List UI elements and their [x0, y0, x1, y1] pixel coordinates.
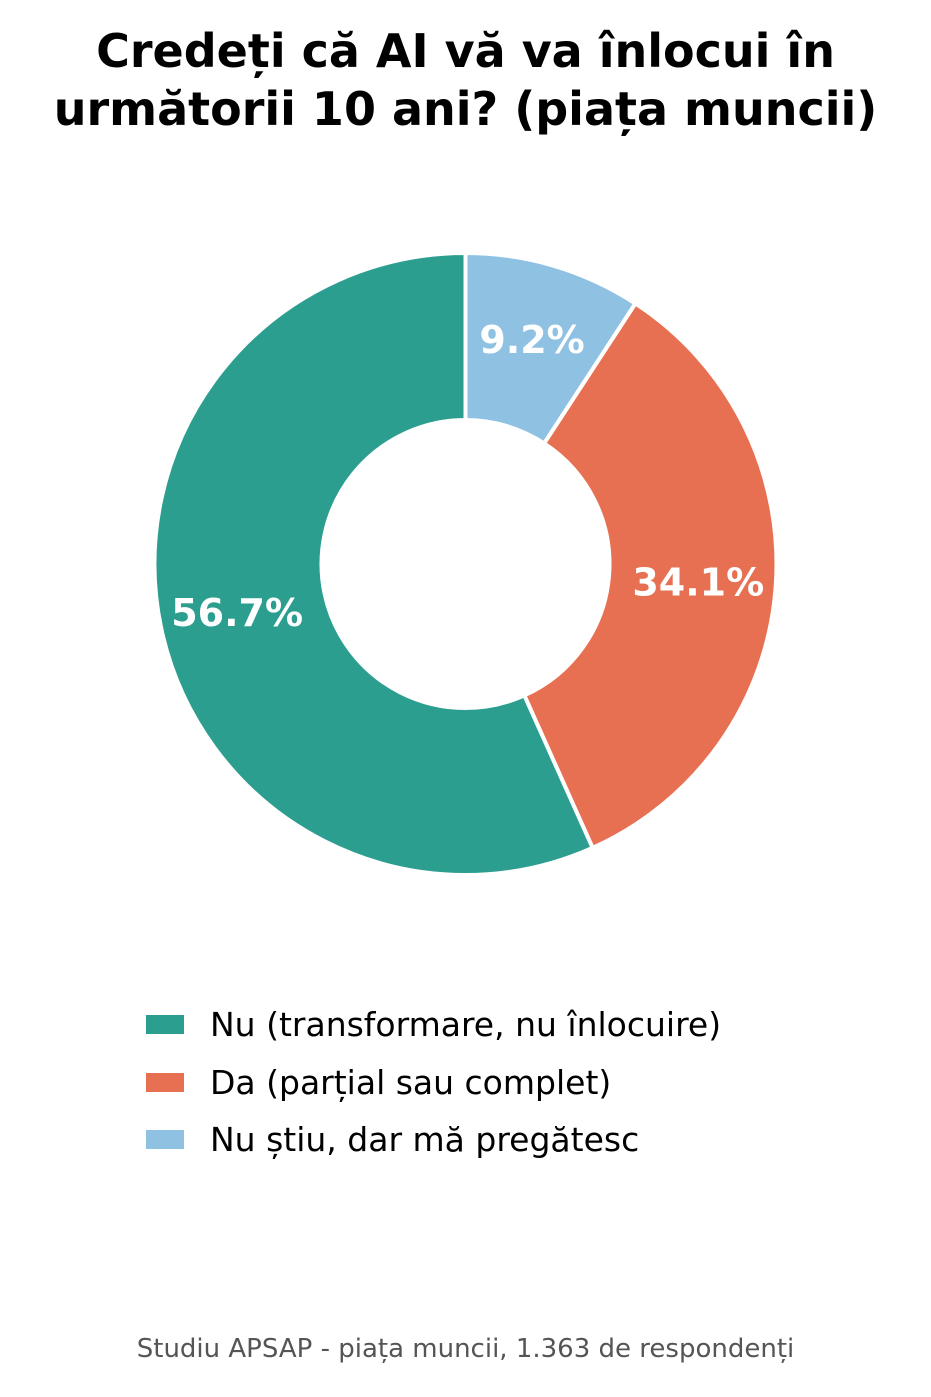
source-note: Studiu APSAP - piața muncii, 1.363 de re… — [136, 1334, 795, 1364]
chart-title-line-2: următorii 10 ani? (piața muncii) — [53, 82, 878, 136]
slice-label-nu: 56.7% — [171, 591, 303, 635]
legend-label-nu: Nu (transformare, nu înlocuire) — [210, 1005, 722, 1045]
legend-item-nu-stiu: Nu știu, dar mă pregătesc — [146, 1111, 721, 1169]
legend-label-nu-stiu: Nu știu, dar mă pregătesc — [210, 1120, 640, 1160]
legend-label-da: Da (parțial sau complet) — [210, 1062, 612, 1102]
slice-label-da: 34.1% — [632, 560, 764, 604]
chart-title: Credeți că AI vă va înlocui în următorii… — [0, 22, 931, 138]
donut-slice-da — [521, 300, 779, 851]
legend-swatch-nu — [146, 1015, 184, 1035]
donut-slice-nu — [152, 250, 596, 877]
legend-swatch-da — [146, 1072, 184, 1092]
slice-label-nu-stiu: 9.2% — [479, 318, 584, 362]
chart-title-line-1: Credeți că AI vă va înlocui în — [96, 24, 835, 78]
legend-swatch-nu-stiu — [146, 1130, 184, 1150]
legend-item-nu: Nu (transformare, nu înlocuire) — [146, 996, 721, 1054]
legend-item-da: Da (parțial sau complet) — [146, 1054, 721, 1112]
chart-legend: Nu (transformare, nu înlocuire) Da (parț… — [146, 996, 721, 1169]
